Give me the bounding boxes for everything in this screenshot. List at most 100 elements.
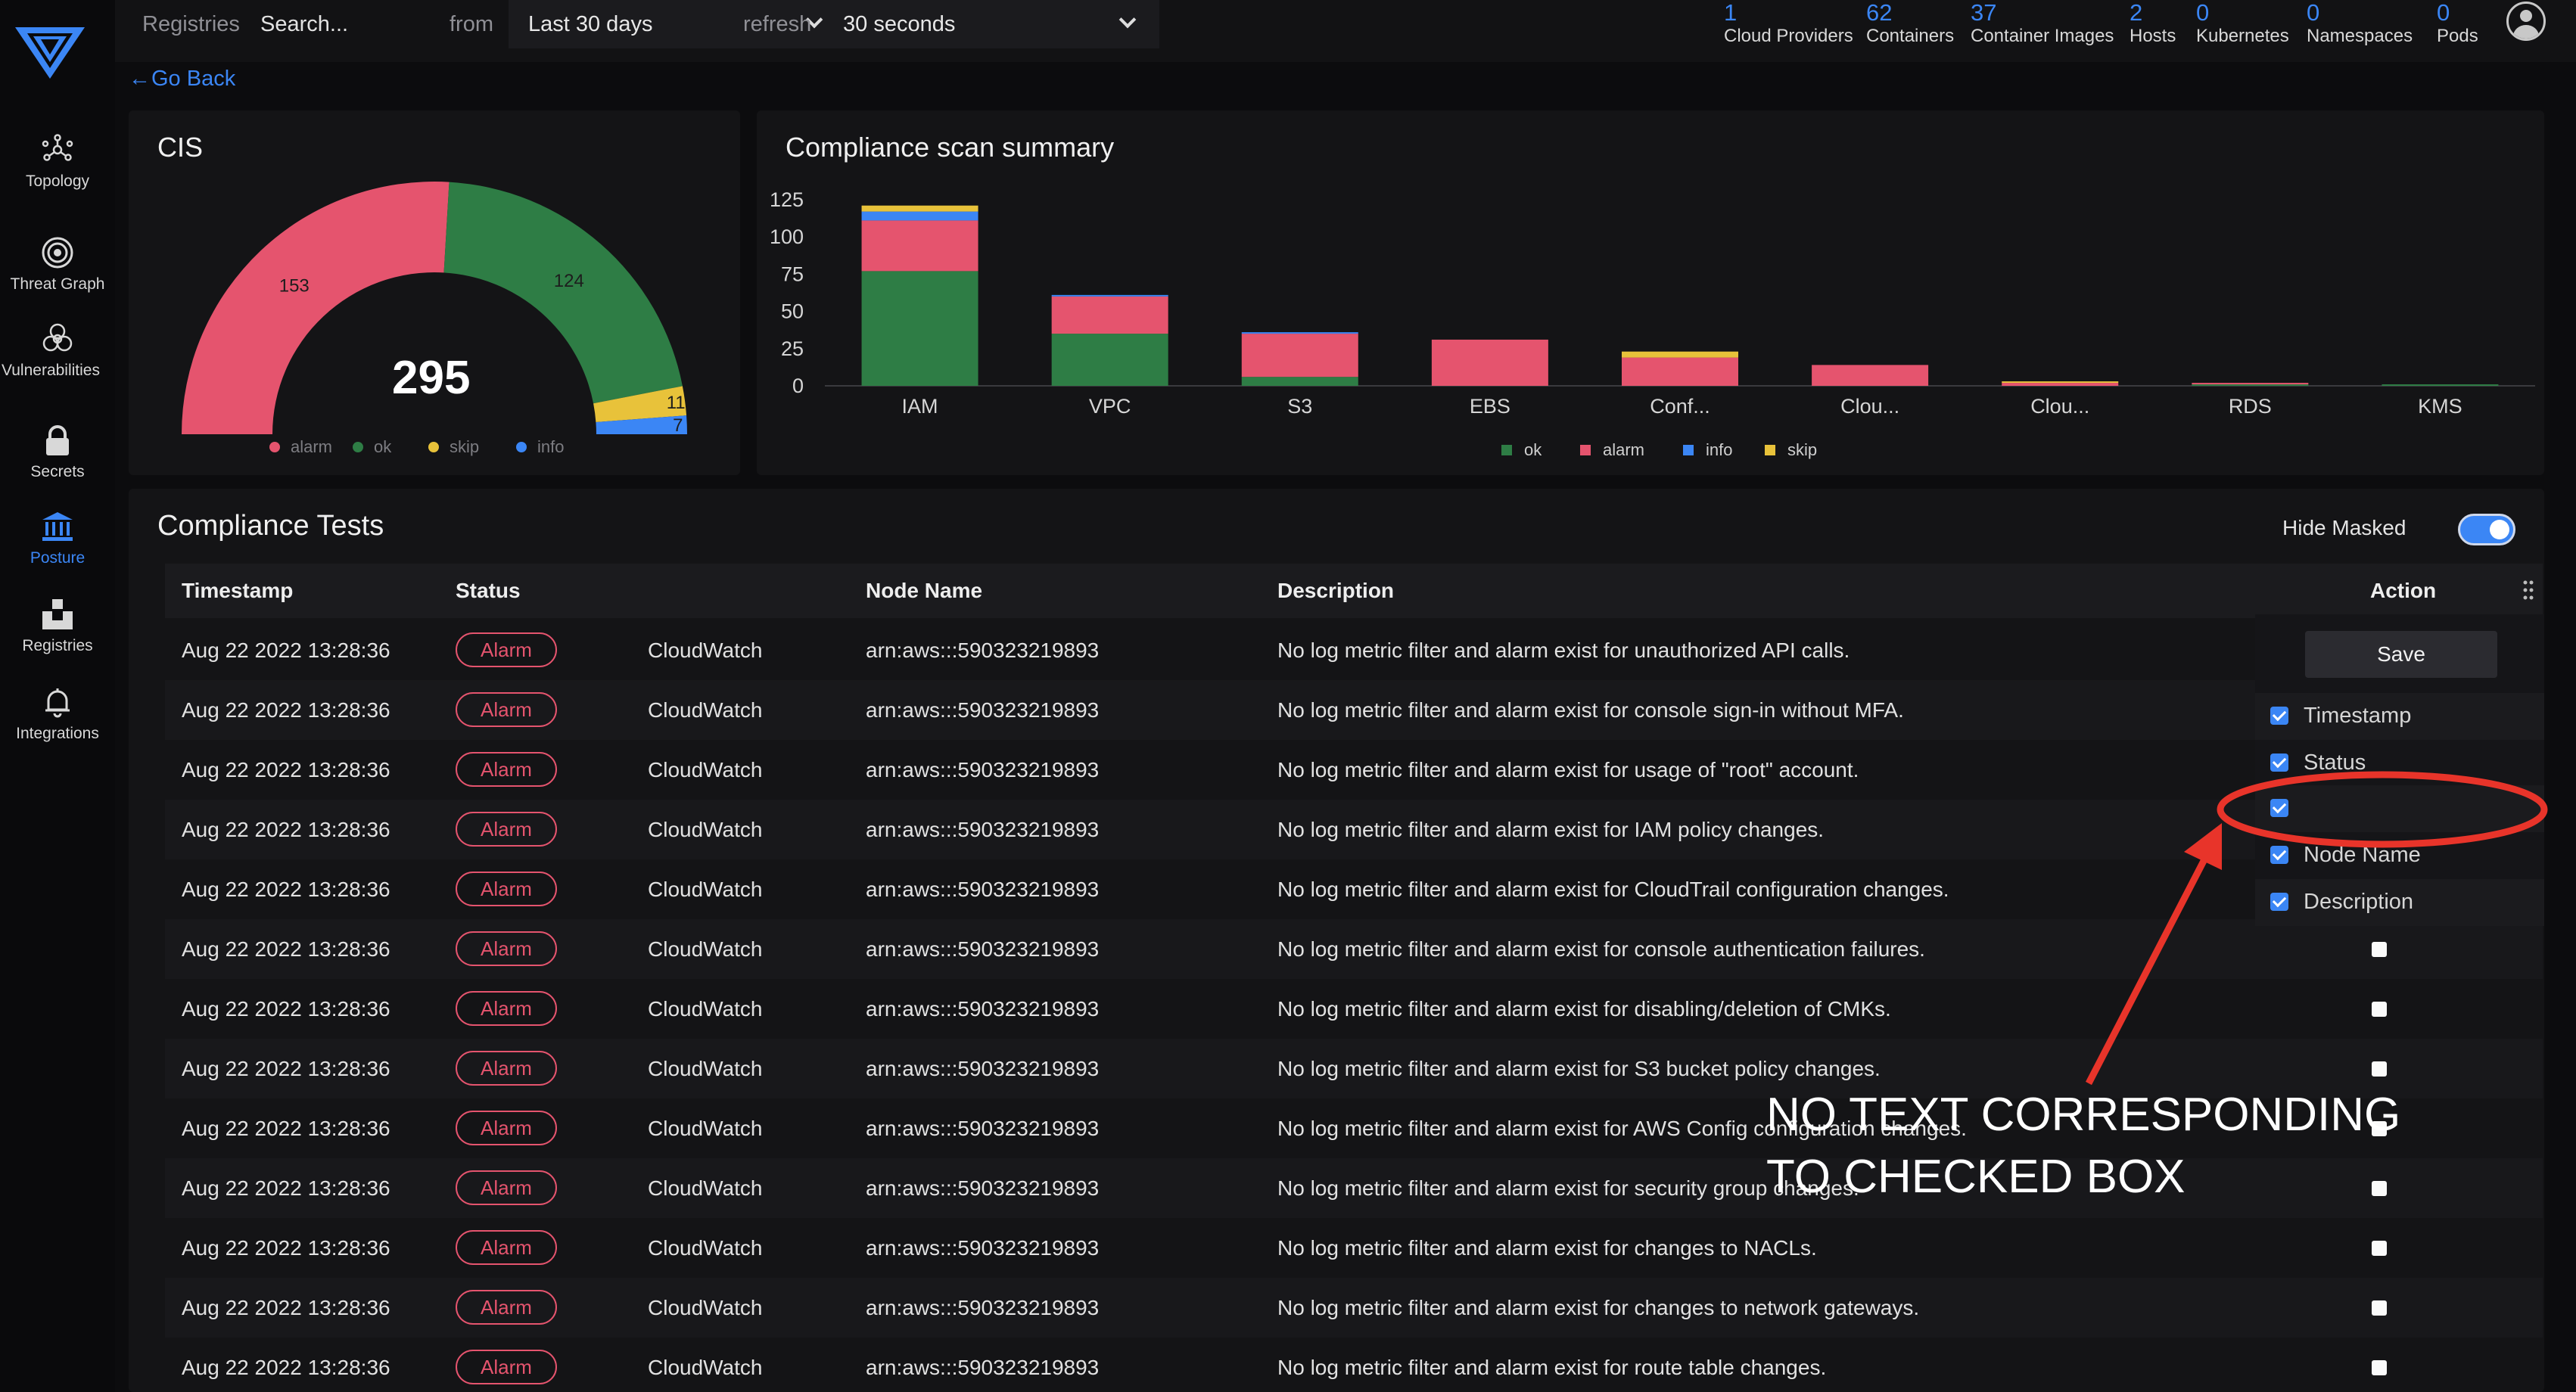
row-mask-checkbox[interactable] xyxy=(2372,1002,2387,1017)
column-header-timestamp[interactable]: Timestamp xyxy=(182,579,294,602)
table-row[interactable]: Aug 22 2022 13:28:36 Alarm CloudWatch arn:a… xyxy=(165,979,2543,1039)
checkbox-checked-icon[interactable] xyxy=(2270,846,2288,864)
stat-hosts[interactable]: 2 Hosts xyxy=(2130,0,2176,47)
user-avatar-icon[interactable] xyxy=(2506,2,2546,41)
row-mask-checkbox[interactable] xyxy=(2372,1360,2387,1375)
table-row[interactable]: Aug 22 2022 13:28:36 Alarm CloudWatch arn:a… xyxy=(165,1098,2543,1158)
sidebar-item-topology[interactable]: Topology xyxy=(0,133,115,191)
column-option-unlabeled[interactable] xyxy=(2255,785,2544,832)
legend-item-ok[interactable]: ok xyxy=(353,437,391,457)
stat-pods[interactable]: 0 Pods xyxy=(2437,0,2478,47)
checkbox-checked-icon[interactable] xyxy=(2270,707,2288,725)
column-header-action: Action xyxy=(2370,579,2437,602)
bar-ok[interactable] xyxy=(2192,384,2309,386)
bar-alarm[interactable] xyxy=(2192,383,2309,385)
bar-alarm[interactable] xyxy=(861,220,978,272)
bar-alarm[interactable] xyxy=(1051,296,1168,334)
legend-item-alarm[interactable]: alarm xyxy=(269,437,332,457)
column-option-timestamp[interactable]: Timestamp xyxy=(2255,693,2544,740)
stat-container-images[interactable]: 37 Container Images xyxy=(1971,0,2114,47)
stat-containers[interactable]: 62 Containers xyxy=(1866,0,1954,47)
search-input[interactable]: Search... xyxy=(260,12,349,36)
stat-value: 62 xyxy=(1866,0,1893,26)
bar-ok[interactable] xyxy=(2382,384,2499,386)
save-button[interactable]: Save xyxy=(2305,631,2497,678)
stat-kubernetes[interactable]: 0 Kubernetes xyxy=(2196,0,2289,47)
gauge-segment-alarm[interactable] xyxy=(182,182,450,434)
table-row[interactable]: Aug 22 2022 13:28:36 Alarm CloudWatch arn:a… xyxy=(165,859,2543,919)
legend-item-info[interactable]: info xyxy=(516,437,564,457)
column-option-node-name[interactable]: Node Name xyxy=(2255,832,2544,879)
y-tick-label: 75 xyxy=(781,263,804,285)
sidebar-item-posture[interactable]: Posture xyxy=(0,510,115,567)
stat-cloud-providers[interactable]: 1 Cloud Providers xyxy=(1724,0,1853,47)
gauge-segment-skip[interactable] xyxy=(593,386,687,423)
column-header-description[interactable]: Description xyxy=(1277,579,1395,602)
row-mask-checkbox[interactable] xyxy=(2372,1121,2387,1136)
row-mask-checkbox[interactable] xyxy=(2372,1181,2387,1196)
sidebar: Topology Threat Graph Vulnerabilities Se… xyxy=(0,0,115,1392)
bar-alarm[interactable] xyxy=(1812,365,1929,386)
column-header-node-name[interactable]: Node Name xyxy=(866,579,983,602)
row-mask-checkbox[interactable] xyxy=(2372,1300,2387,1316)
hide-masked-toggle[interactable] xyxy=(2458,514,2515,545)
bar-info[interactable] xyxy=(861,211,978,221)
bar-info[interactable] xyxy=(1241,332,1358,334)
column-header-status[interactable]: Status xyxy=(456,579,521,602)
bar-skip[interactable] xyxy=(2002,381,2119,384)
y-tick-label: 125 xyxy=(770,188,804,211)
bar-alarm[interactable] xyxy=(1431,339,1548,386)
sidebar-item-integrations[interactable]: Integrations xyxy=(0,685,115,743)
sidebar-item-secrets[interactable]: Secrets xyxy=(0,424,115,481)
legend-item-ok[interactable]: ok xyxy=(1501,440,1542,459)
table-row[interactable]: Aug 22 2022 13:28:36 Alarm CloudWatch arn:a… xyxy=(165,1278,2543,1338)
checkbox-checked-icon[interactable] xyxy=(2270,893,2288,911)
legend-item-alarm[interactable]: alarm xyxy=(1580,440,1644,459)
go-back-link[interactable]: ←Go Back xyxy=(129,67,235,92)
sidebar-item-registries[interactable]: Registries xyxy=(0,598,115,655)
row-mask-checkbox[interactable] xyxy=(2372,1241,2387,1256)
table-row[interactable]: Aug 22 2022 13:28:36 Alarm CloudWatch arn:a… xyxy=(165,1218,2543,1278)
stat-value: 0 xyxy=(2437,0,2450,26)
gauge-segment-info[interactable] xyxy=(596,415,687,434)
bar-skip[interactable] xyxy=(861,205,978,212)
bar-alarm[interactable] xyxy=(1241,334,1358,378)
column-menu-icon[interactable] xyxy=(2523,579,2534,601)
table-row[interactable]: Aug 22 2022 13:28:36 Alarm CloudWatch arn:a… xyxy=(165,1158,2543,1218)
table-row[interactable]: Aug 22 2022 13:28:36 Alarm CloudWatch arn:a… xyxy=(165,1338,2543,1392)
sidebar-item-threat-graph[interactable]: Threat Graph xyxy=(0,236,115,294)
table-row[interactable]: Aug 22 2022 13:28:36 Alarm CloudWatch arn:a… xyxy=(165,680,2543,740)
bar-ok[interactable] xyxy=(1051,334,1168,386)
logo-icon[interactable] xyxy=(14,23,86,83)
legend-item-info[interactable]: info xyxy=(1683,440,1732,459)
gauge-segment-ok[interactable] xyxy=(443,182,683,404)
table-row[interactable]: Aug 22 2022 13:28:36 Alarm CloudWatch arn:a… xyxy=(165,620,2543,680)
refresh-select[interactable]: 30 seconds xyxy=(825,0,1159,48)
bar-alarm[interactable] xyxy=(1622,357,1738,386)
row-mask-checkbox[interactable] xyxy=(2372,1061,2387,1077)
table-row[interactable]: Aug 22 2022 13:28:36 Alarm CloudWatch arn:a… xyxy=(165,740,2543,800)
cell-node-name: arn:aws:::590323219893 xyxy=(866,1117,1100,1140)
row-mask-checkbox[interactable] xyxy=(2372,942,2387,957)
column-option-description[interactable]: Description xyxy=(2255,879,2544,926)
column-option-status[interactable]: Status xyxy=(2255,740,2544,787)
checkbox-checked-icon[interactable] xyxy=(2270,799,2288,817)
checkbox-checked-icon[interactable] xyxy=(2270,753,2288,772)
stat-label: Cloud Providers xyxy=(1724,26,1853,46)
lock-icon xyxy=(46,425,69,455)
bar-alarm[interactable] xyxy=(2002,383,2119,386)
sidebar-item-vulnerabilities[interactable]: Vulnerabilities xyxy=(0,322,115,380)
from-select[interactable]: Last 30 days xyxy=(509,0,843,48)
x-tick-label: IAM xyxy=(902,395,938,418)
legend-item-skip[interactable]: skip xyxy=(428,437,479,457)
stat-namespaces[interactable]: 0 Namespaces xyxy=(2307,0,2413,47)
bar-info[interactable] xyxy=(1051,294,1168,297)
bar-skip[interactable] xyxy=(1622,351,1738,358)
legend-item-skip[interactable]: skip xyxy=(1765,440,1817,459)
table-row[interactable]: Aug 22 2022 13:28:36 Alarm CloudWatch arn:a… xyxy=(165,919,2543,979)
registries-filter-label[interactable]: Registries xyxy=(142,12,240,36)
bar-ok[interactable] xyxy=(1241,377,1358,386)
go-back-label: Go Back xyxy=(151,67,236,91)
bar-ok[interactable] xyxy=(861,271,978,386)
table-row[interactable]: Aug 22 2022 13:28:36 Alarm CloudWatch arn:a… xyxy=(165,800,2543,859)
